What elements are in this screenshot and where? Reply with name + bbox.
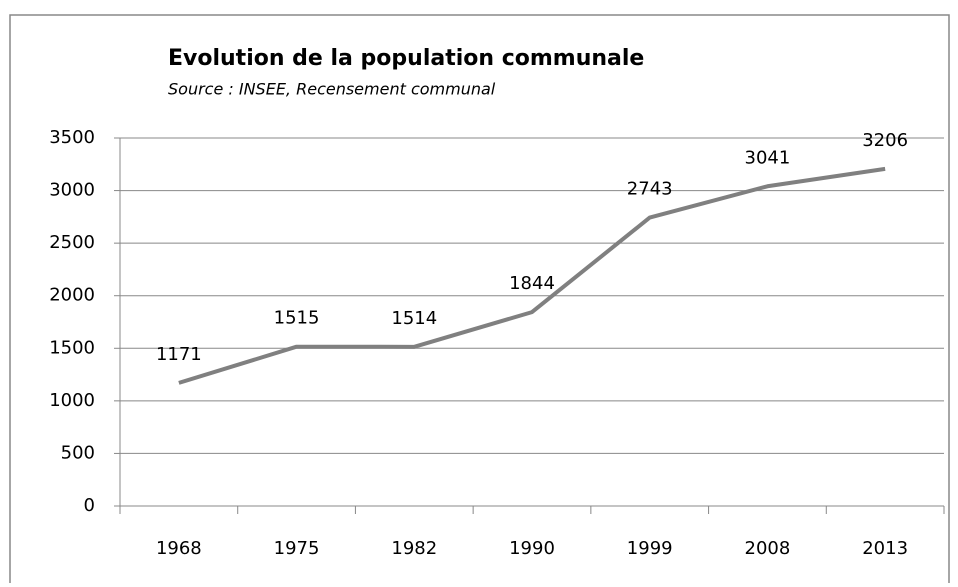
- data-label: 1844: [509, 273, 555, 294]
- chart-subtitle: Source : INSEE, Recensement communal: [168, 80, 496, 99]
- chart-frame: [9, 14, 950, 587]
- data-label: 1514: [391, 308, 437, 329]
- y-tick-label: 500: [61, 442, 95, 463]
- data-label: 2743: [627, 179, 673, 200]
- y-tick-label: 3000: [49, 180, 95, 201]
- x-tick-label: 1990: [509, 538, 555, 559]
- x-tick-label: 2013: [862, 538, 908, 559]
- y-tick-label: 2000: [49, 285, 95, 306]
- data-label: 1171: [156, 344, 202, 365]
- y-tick-label: 2500: [49, 232, 95, 253]
- data-label: 3206: [862, 130, 908, 151]
- data-label: 1515: [274, 308, 320, 329]
- x-tick-label: 2008: [745, 538, 791, 559]
- x-tick-label: 1975: [274, 538, 320, 559]
- x-tick-label: 1968: [156, 538, 202, 559]
- chart-title: Evolution de la population communale: [168, 46, 644, 71]
- data-label: 3041: [745, 147, 791, 168]
- x-tick-label: 1982: [391, 538, 437, 559]
- data-line: [178, 166, 886, 385]
- x-tick-label: 1999: [627, 538, 673, 559]
- y-tick-label: 3500: [49, 127, 95, 148]
- y-tick-label: 0: [84, 495, 95, 516]
- y-tick-label: 1500: [49, 337, 95, 358]
- y-tick-label: 1000: [49, 390, 95, 411]
